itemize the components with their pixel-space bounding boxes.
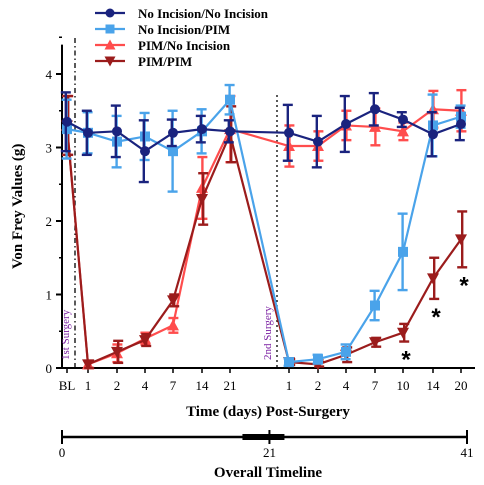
y-tick-label: 0: [46, 361, 53, 376]
x-tick-label: 21: [224, 378, 237, 393]
significance-asterisk: *: [401, 347, 411, 374]
x-axis-label: Time (days) Post-Surgery: [186, 404, 350, 420]
data-point: [139, 335, 151, 347]
surgery-guides: 1st Surgery 2nd Surgery: [60, 38, 278, 368]
x-tick-label: 7: [170, 378, 177, 393]
data-point: [428, 129, 438, 140]
x-tick-label: 2: [315, 378, 322, 393]
significance-markers: * * *: [401, 272, 469, 373]
data-point: [225, 94, 235, 105]
data-point: [140, 146, 150, 157]
data-point: [428, 120, 438, 131]
x-tick-label: 1: [85, 378, 92, 393]
data-point: [167, 295, 179, 307]
data-point: [111, 346, 123, 358]
x-tick-label: 14: [196, 378, 210, 393]
series-no-incision-no-incision: [60, 91, 466, 184]
timeline-tick-label: 21: [263, 445, 276, 460]
legend-marker: [105, 24, 115, 34]
x-tick-label: BL: [59, 378, 76, 393]
data-point: [196, 193, 208, 205]
data-point: [313, 354, 323, 365]
overall-timeline: 0 21 41 Overall Timeline: [59, 430, 474, 481]
data-point: [341, 346, 351, 357]
series-group: [60, 83, 468, 371]
x-tick-label: 10: [397, 378, 410, 393]
surgery-label: 1st Surgery: [60, 309, 72, 360]
legend-label: No Incision/PIM: [138, 22, 230, 37]
timeline-surgery-block: [242, 434, 285, 440]
timeline-tick-label: 0: [59, 445, 66, 460]
x-tick-label: 1: [286, 378, 293, 393]
significance-asterisk: *: [459, 272, 469, 299]
data-point: [397, 125, 409, 137]
data-point: [112, 126, 122, 137]
data-point: [397, 327, 409, 339]
timeline-title: Overall Timeline: [214, 465, 323, 481]
y-tick-label: 4: [46, 67, 53, 82]
data-point: [284, 357, 294, 368]
x-tick-label: 7: [372, 378, 379, 393]
x-tick-label: 20: [455, 378, 468, 393]
series-line: [65, 125, 462, 366]
data-point: [455, 234, 467, 246]
x-tick-label: 4: [142, 378, 149, 393]
data-point: [62, 116, 72, 127]
data-point: [456, 111, 466, 122]
data-point: [197, 124, 207, 135]
timeline-tick-label: 41: [461, 445, 474, 460]
y-tick-label: 3: [46, 141, 53, 156]
data-point: [313, 136, 323, 147]
x-tick-label: 4: [343, 378, 350, 393]
x-axis: BL 1 2 4 7 14 21 1 2 4 7 10 14 20 Time (days) Post-Sur…: [59, 367, 475, 420]
data-point: [369, 337, 381, 349]
data-point: [283, 140, 295, 152]
x-tick-label: 2: [114, 378, 121, 393]
data-point: [341, 118, 351, 129]
x-tick-label: 14: [427, 378, 441, 393]
surgery-label: 2nd Surgery: [262, 306, 274, 360]
data-point: [225, 126, 235, 137]
data-point: [427, 273, 439, 285]
data-point: [370, 300, 380, 311]
y-axis-label: Von Frey Values (g): [10, 144, 26, 269]
data-point: [83, 127, 93, 138]
data-point: [370, 104, 380, 115]
y-tick-label: 2: [46, 214, 53, 229]
legend-marker: [104, 56, 116, 67]
legend-marker: [105, 8, 115, 18]
legend-label: No Incision/No Incision: [138, 6, 269, 21]
legend-marker: [104, 39, 116, 50]
legend-label: PIM/PIM: [138, 54, 192, 69]
data-point: [168, 146, 178, 157]
data-point: [456, 118, 466, 129]
data-point: [398, 246, 408, 257]
y-tick-label: 1: [46, 288, 53, 303]
data-point: [82, 359, 94, 371]
data-point: [398, 114, 408, 125]
y-axis: 0 1 2 3 4 Von Frey Values (g): [10, 36, 63, 376]
data-point: [167, 319, 179, 331]
data-point: [168, 127, 178, 138]
significance-asterisk: *: [431, 304, 441, 331]
legend-label: PIM/No Incision: [138, 38, 231, 53]
data-point: [284, 127, 294, 138]
